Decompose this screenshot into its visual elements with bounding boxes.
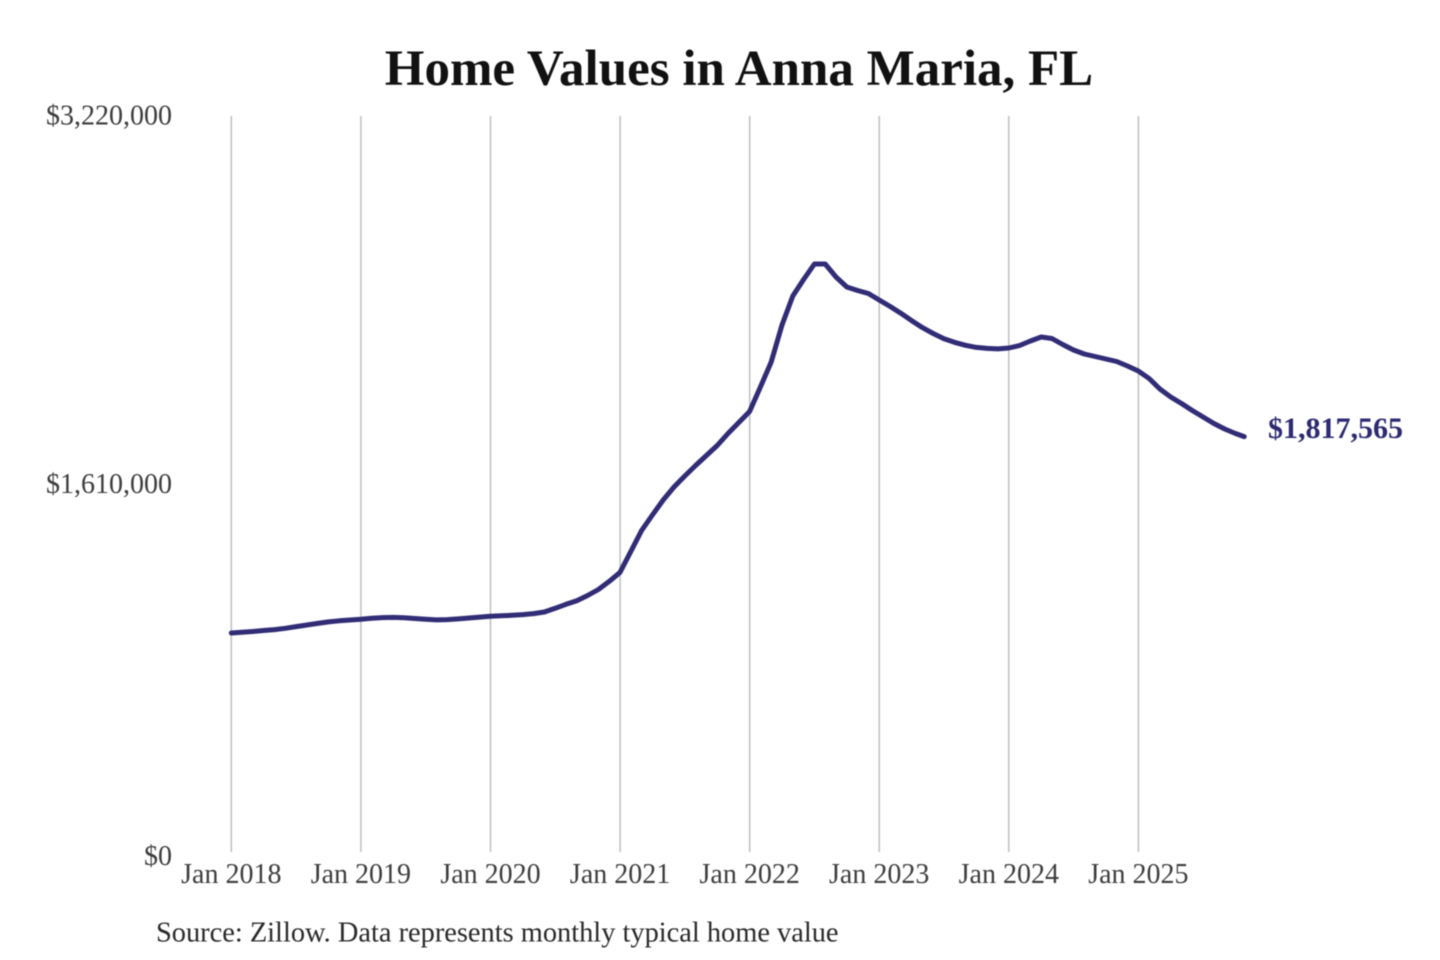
- svg-text:Jan 2024: Jan 2024: [959, 859, 1059, 890]
- svg-text:Home Values in Anna Maria, FL: Home Values in Anna Maria, FL: [385, 41, 1093, 97]
- svg-text:Source: Zillow. Data represent: Source: Zillow. Data represents monthly …: [156, 918, 839, 949]
- svg-text:Jan 2018: Jan 2018: [181, 859, 281, 890]
- svg-text:$0: $0: [144, 841, 172, 872]
- svg-text:$3,220,000: $3,220,000: [46, 101, 172, 132]
- svg-text:$1,610,000: $1,610,000: [46, 469, 172, 500]
- svg-text:Jan 2025: Jan 2025: [1088, 859, 1188, 890]
- svg-text:Jan 2023: Jan 2023: [829, 859, 929, 890]
- svg-text:Jan 2019: Jan 2019: [311, 859, 411, 890]
- svg-text:Jan 2021: Jan 2021: [570, 859, 670, 890]
- svg-text:Jan 2022: Jan 2022: [700, 859, 800, 890]
- svg-text:$1,817,565: $1,817,565: [1268, 412, 1403, 445]
- svg-text:Jan 2020: Jan 2020: [440, 859, 540, 890]
